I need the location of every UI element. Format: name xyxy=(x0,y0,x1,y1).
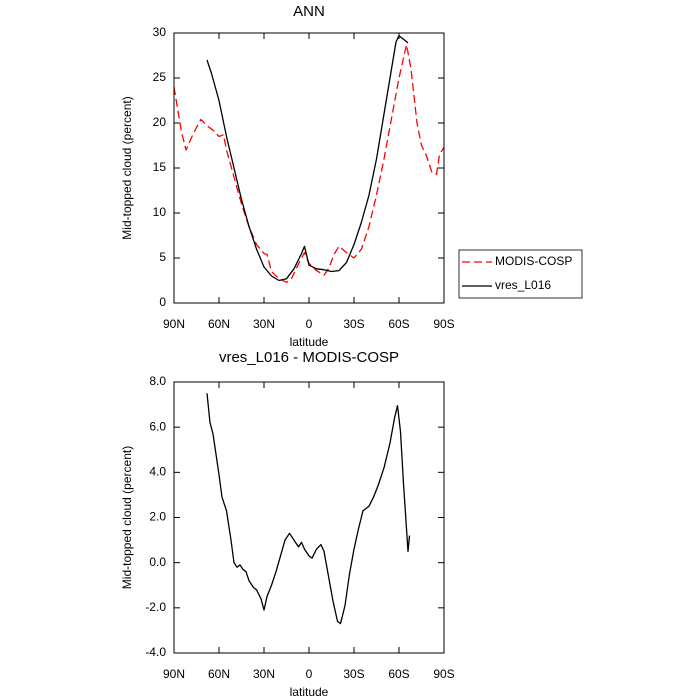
y-tick-label: 15 xyxy=(153,160,167,174)
legend-label: vres_L016 xyxy=(495,278,551,292)
data-line xyxy=(173,44,445,283)
x-tick-label: 60S xyxy=(388,667,409,681)
y-tick-label: 2.0 xyxy=(149,510,166,524)
x-tick-label: 90S xyxy=(433,667,454,681)
y-tick-label: 20 xyxy=(153,115,167,129)
x-tick-label: 90N xyxy=(163,667,185,681)
y-axis-label: Mid-topped cloud (percent) xyxy=(120,446,134,589)
y-axis-label: Mid-topped cloud (percent) xyxy=(120,96,134,239)
y-tick-label: -4.0 xyxy=(145,645,166,659)
x-tick-label: 90N xyxy=(163,317,185,331)
x-tick-label: 60S xyxy=(388,317,409,331)
x-tick-label: 60N xyxy=(208,317,230,331)
plot-frame xyxy=(173,381,445,654)
x-tick-label: 0 xyxy=(306,317,313,331)
y-tick-label: 4.0 xyxy=(149,465,166,479)
y-tick-label: 10 xyxy=(153,205,167,219)
x-tick-label: 0 xyxy=(306,667,313,681)
x-tick-label: 30N xyxy=(253,667,275,681)
plot-frame xyxy=(173,32,445,304)
y-tick-label: 8.0 xyxy=(149,374,166,388)
data-line xyxy=(206,35,409,282)
chart-title: ANN xyxy=(293,3,325,20)
x-tick-label: 30S xyxy=(343,667,364,681)
y-tick-label: 5 xyxy=(159,250,166,264)
x-tick-label: 60N xyxy=(208,667,230,681)
y-tick-label: 0.0 xyxy=(149,555,166,569)
x-tick-label: 90S xyxy=(433,317,454,331)
y-tick-label: 30 xyxy=(153,25,167,39)
y-tick-label: -2.0 xyxy=(145,600,166,614)
legend-box xyxy=(458,249,583,299)
y-tick-label: 0 xyxy=(159,295,166,309)
x-axis-label: latitude xyxy=(290,335,329,349)
y-tick-label: 6.0 xyxy=(149,419,166,433)
chart-title: vres_L016 - MODIS-COSP xyxy=(219,349,399,366)
x-tick-label: 30N xyxy=(253,317,275,331)
y-tick-label: 25 xyxy=(153,70,167,84)
x-axis-label: latitude xyxy=(290,685,329,699)
data-line xyxy=(206,393,411,625)
x-tick-label: 30S xyxy=(343,317,364,331)
legend-label: MODIS-COSP xyxy=(495,254,572,268)
